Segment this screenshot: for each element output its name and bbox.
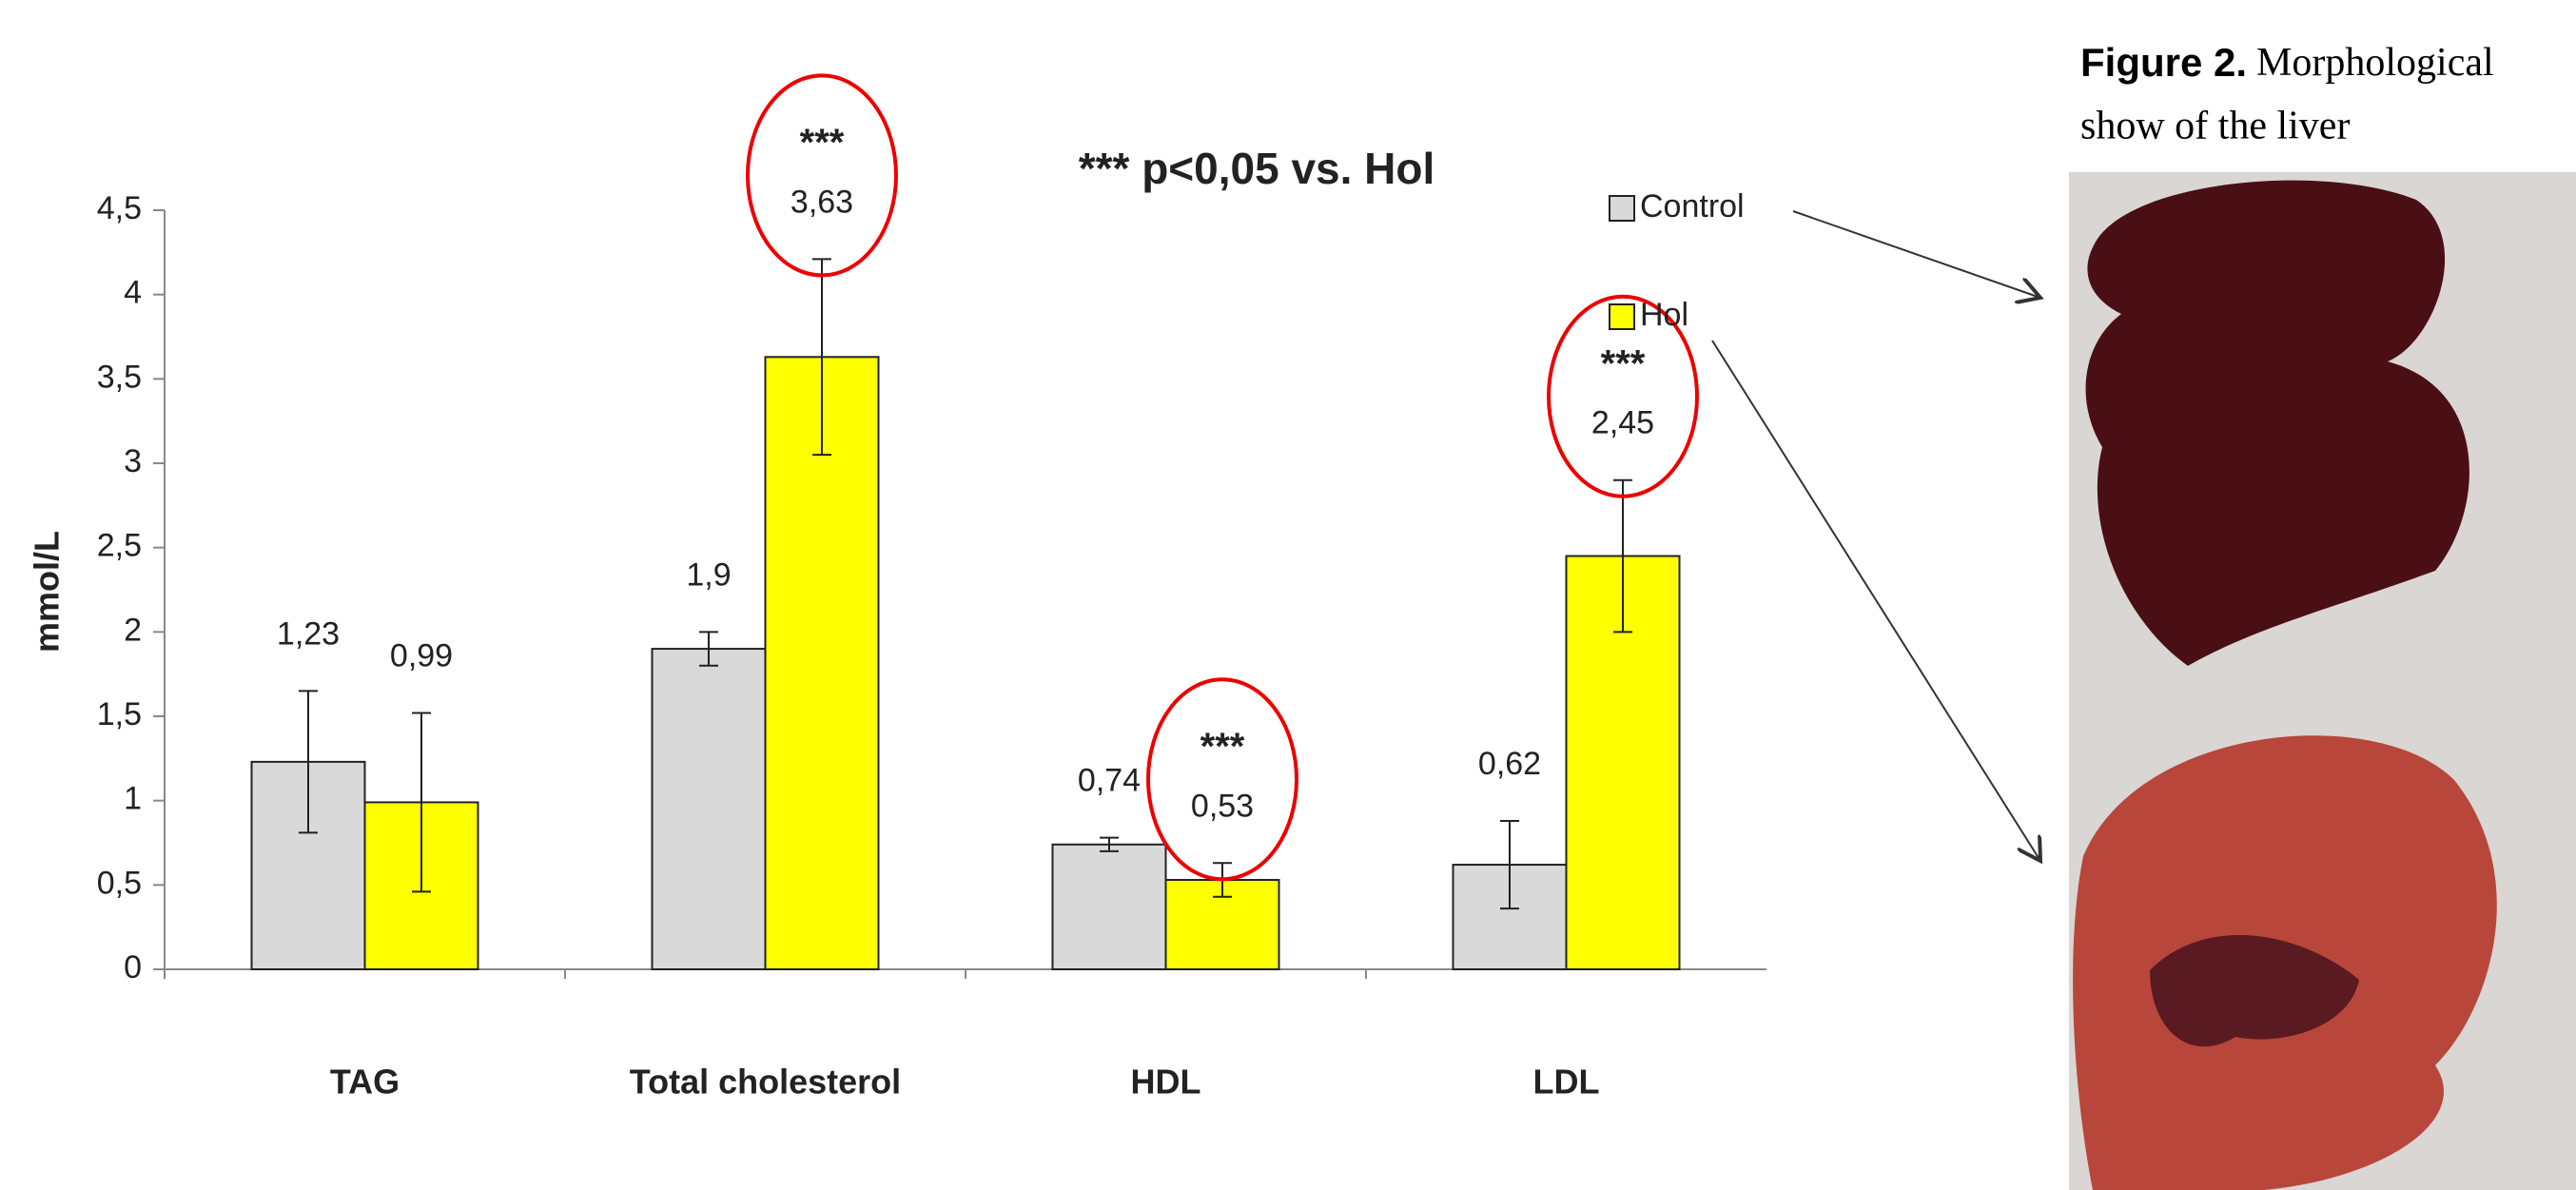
figure-label: Figure 2. [2080, 40, 2247, 85]
error-bar [412, 712, 431, 893]
caption-line: show of the liver [2080, 105, 2350, 148]
legend-label: Hol [1640, 297, 1688, 333]
y-tick-label: 3,5 [97, 359, 142, 395]
value-label: 0,74 [1078, 763, 1141, 799]
error-bar [1613, 478, 1632, 634]
legend-swatch [1609, 195, 1635, 222]
arrow [1711, 340, 2040, 861]
highlight-circle [1547, 294, 1699, 498]
value-label: 2,45 [1591, 405, 1654, 441]
significance-mark: *** [800, 122, 845, 164]
liver-photo [2069, 172, 2576, 1190]
value-label: 0,99 [390, 637, 453, 673]
x-tick-label: LDL [1533, 1063, 1600, 1102]
y-tick-label: 2,5 [97, 528, 142, 564]
value-label: 0,62 [1478, 746, 1541, 782]
y-tick-label: 4,5 [97, 190, 142, 226]
x-tick-label: Total cholesterol [630, 1063, 901, 1102]
error-bar [1100, 836, 1119, 852]
bar [1051, 843, 1167, 970]
y-axis-label: mmol/L [28, 531, 67, 653]
error-bar [299, 690, 318, 834]
value-label: 0,53 [1191, 788, 1254, 824]
bar [764, 356, 880, 970]
value-label: 3,63 [790, 184, 853, 220]
figure-caption: Figure 2. Morphological [2080, 40, 2494, 85]
x-tick-label: HDL [1131, 1063, 1201, 1102]
y-tick-label: 0 [124, 949, 142, 985]
y-tick-label: 0,5 [97, 865, 142, 901]
y-tick-label: 1 [124, 781, 142, 817]
bar [250, 760, 366, 970]
value-label: 1,9 [686, 556, 731, 593]
annotation: *** p<0,05 vs. Hol [1079, 144, 1435, 193]
significance-mark: *** [1601, 342, 1646, 384]
error-bar [1500, 819, 1519, 910]
error-bar [699, 631, 718, 667]
legend-label: Control [1640, 188, 1745, 224]
error-bar [812, 258, 831, 457]
highlight-circle [746, 73, 898, 278]
significance-mark: *** [1200, 726, 1245, 768]
y-tick-label: 3 [124, 443, 142, 479]
y-tick-label: 1,5 [97, 696, 142, 732]
arrow [1792, 210, 2040, 298]
y-tick-label: 2 [124, 612, 142, 648]
highlight-circle [1146, 677, 1298, 882]
caption-line: Morphological [2256, 41, 2494, 85]
x-tick-label: TAG [330, 1063, 400, 1102]
bar [651, 648, 767, 970]
y-tick-label: 4 [124, 275, 142, 311]
value-label: 1,23 [277, 615, 340, 652]
legend-swatch [1609, 303, 1635, 330]
